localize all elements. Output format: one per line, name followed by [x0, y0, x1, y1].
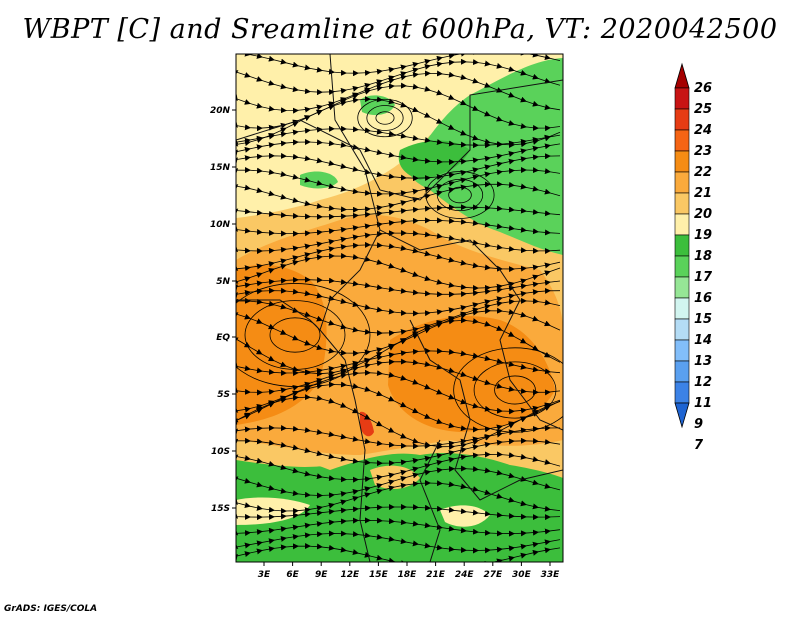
colorbar-label: 19 — [694, 228, 712, 243]
colorbar-label: 15 — [694, 312, 712, 327]
colorbar-label: 22 — [694, 165, 712, 180]
streamline — [236, 543, 561, 562]
colorbar-swatch — [674, 276, 690, 299]
colorbar-label: 7 — [694, 438, 704, 453]
streamline-loop — [436, 178, 484, 212]
colorbar-swatch — [674, 360, 690, 383]
colorbar-label: 11 — [694, 396, 712, 411]
lon-tick-label: 30E — [512, 570, 532, 580]
colorbar: 26 25 24 23 22 21 20 19 18 17 16 15 14 13 12 11 9 7 — [674, 62, 713, 453]
lon-tick-label: 21E — [426, 570, 446, 580]
streamlines — [236, 54, 563, 562]
wbpt-field — [236, 54, 563, 562]
lon-tick-label: 24E — [455, 570, 475, 580]
colorbar-label: 25 — [694, 102, 712, 117]
lat-tick-label: 15S — [211, 504, 230, 514]
lon-tick-label: 18E — [398, 570, 418, 580]
colorbar-label: 14 — [694, 333, 712, 348]
lon-tick-label: 9E — [315, 570, 328, 580]
lon-tick-label: 3E — [258, 570, 271, 580]
colorbar-swatch — [674, 381, 690, 404]
streamline — [236, 503, 561, 521]
colorbar-swatch — [674, 213, 690, 236]
colorbar-swatch — [674, 192, 690, 215]
lat-tick-label: 10N — [210, 220, 231, 230]
lon-tick-label: 12E — [340, 570, 360, 580]
colorbar-swatch — [674, 87, 690, 110]
streamline-loop — [494, 375, 536, 405]
colorbar-label: 12 — [694, 375, 712, 390]
colorbar-swatch — [674, 318, 690, 341]
colorbar-label: 13 — [694, 354, 712, 369]
colorbar-swatch — [674, 234, 690, 257]
streamline-loop — [236, 283, 371, 387]
streamline-loop — [448, 186, 472, 204]
credit-text: GrADS: IGES/COLA — [4, 604, 98, 614]
country-borders — [236, 54, 563, 562]
lon-axis: 3E 6E 9E 12E 15E 18E 21E 24E 27E 30E 33E — [258, 562, 560, 580]
lat-tick-label: 15N — [210, 163, 231, 173]
lat-tick-label: EQ — [216, 333, 230, 343]
colorbar-top-arrow — [674, 62, 690, 89]
colorbar-swatch — [674, 255, 690, 278]
lon-tick-label: 15E — [369, 570, 389, 580]
chart-title: WBPT [C] and Sreamline at 600hPa, VT: 20… — [22, 14, 778, 45]
lat-tick-label: 20N — [210, 106, 231, 116]
colorbar-swatch — [674, 297, 690, 320]
colorbar-label: 24 — [694, 123, 712, 138]
streamline-loop — [269, 317, 321, 353]
streamline-loop — [425, 171, 495, 219]
streamline-loop — [473, 361, 557, 419]
colorbar-swatch — [674, 171, 690, 194]
colorbar-swatch — [674, 339, 690, 362]
map-frame — [235, 53, 564, 563]
lat-axis: 20N 15N 10N 5N EQ 5S 10S 15S — [210, 106, 236, 514]
lat-tick-label: 5S — [217, 390, 230, 400]
streamline — [236, 204, 561, 220]
streamline-loop — [357, 98, 413, 138]
colorbar-label: 16 — [694, 291, 712, 306]
colorbar-swatch — [674, 150, 690, 173]
colorbar-bottom-arrow — [674, 402, 690, 429]
colorbar-label: 9 — [694, 417, 703, 432]
colorbar-label: 21 — [694, 186, 712, 201]
lon-tick-label: 27E — [483, 570, 503, 580]
colorbar-swatch — [674, 108, 690, 131]
streamline-loop — [453, 347, 563, 433]
colorbar-label: 20 — [694, 207, 712, 222]
colorbar-label: 26 — [694, 81, 712, 96]
streamline-loop — [244, 300, 346, 370]
lon-tick-label: 33E — [541, 570, 561, 580]
lat-tick-label: 5N — [216, 277, 230, 287]
colorbar-label: 18 — [694, 249, 712, 264]
lon-tick-label: 6E — [286, 570, 299, 580]
colorbar-swatch — [674, 129, 690, 152]
streamline-loop — [375, 111, 395, 125]
streamline-loop — [366, 105, 404, 131]
lat-tick-label: 10S — [211, 447, 230, 457]
colorbar-label: 23 — [694, 144, 712, 159]
colorbar-label: 17 — [694, 270, 713, 285]
